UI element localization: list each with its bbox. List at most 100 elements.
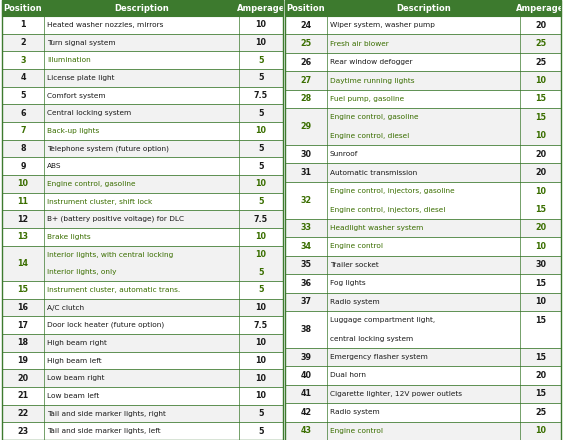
Bar [2, 405, 283, 422]
Text: Brake lights: Brake lights [47, 234, 91, 240]
Text: 43: 43 [301, 426, 311, 435]
Text: 39: 39 [301, 352, 311, 362]
Text: Low beam right: Low beam right [47, 375, 105, 381]
Text: 28: 28 [301, 95, 312, 103]
Text: 5: 5 [258, 109, 263, 117]
Text: 17: 17 [17, 321, 29, 330]
Text: 10: 10 [535, 131, 546, 140]
Text: 26: 26 [301, 58, 311, 66]
Bar [2, 0, 283, 440]
Text: Radio system: Radio system [330, 299, 380, 305]
Text: License plate light: License plate light [47, 75, 114, 81]
Text: 42: 42 [301, 408, 311, 417]
Text: Automatic transmission: Automatic transmission [330, 170, 417, 176]
Text: central locking system: central locking system [330, 336, 413, 341]
Text: 41: 41 [301, 389, 311, 398]
Bar [285, 274, 561, 293]
Text: B+ (battery positive voltage) for DLC: B+ (battery positive voltage) for DLC [47, 216, 184, 222]
Bar [2, 422, 283, 440]
Text: 10: 10 [17, 180, 29, 188]
Text: 15: 15 [535, 95, 546, 103]
Text: 12: 12 [17, 215, 29, 224]
Text: 10: 10 [256, 391, 266, 400]
Text: 36: 36 [301, 279, 311, 288]
Bar [285, 293, 561, 311]
Text: 3: 3 [20, 56, 26, 65]
Text: 5: 5 [258, 268, 263, 277]
Text: Comfort system: Comfort system [47, 92, 106, 99]
Text: 35: 35 [301, 260, 311, 269]
Text: Engine control, gasoline: Engine control, gasoline [47, 181, 136, 187]
Text: Cigarette lighter, 12V power outlets: Cigarette lighter, 12V power outlets [330, 391, 462, 397]
Text: Wiper system, washer pump: Wiper system, washer pump [330, 22, 435, 28]
Text: Engine control, injectors, gasoline: Engine control, injectors, gasoline [330, 188, 455, 194]
Text: 1: 1 [20, 20, 26, 29]
Bar [2, 316, 283, 334]
Bar [285, 71, 561, 90]
Bar [285, 0, 561, 16]
Bar [2, 69, 283, 87]
Text: 29: 29 [301, 122, 311, 131]
Text: 13: 13 [17, 232, 29, 241]
Text: Turn signal system: Turn signal system [47, 40, 115, 45]
Text: Engine control, injectors, diesel: Engine control, injectors, diesel [330, 206, 445, 213]
Text: 25: 25 [535, 58, 546, 66]
Text: A/C clutch: A/C clutch [47, 304, 84, 311]
Bar [285, 145, 561, 164]
Text: Engine control, diesel: Engine control, diesel [330, 133, 409, 139]
Text: 25: 25 [535, 39, 546, 48]
Text: 10: 10 [256, 374, 266, 383]
Text: Tail and side marker lights, right: Tail and side marker lights, right [47, 411, 166, 417]
Text: Daytime running lights: Daytime running lights [330, 77, 414, 84]
Text: Engine control, gasoline: Engine control, gasoline [330, 114, 418, 121]
Text: 10: 10 [256, 356, 266, 365]
Text: 10: 10 [256, 338, 266, 347]
Text: 34: 34 [301, 242, 311, 251]
Text: Interior lights, only: Interior lights, only [47, 269, 117, 275]
Text: 15: 15 [535, 315, 546, 325]
Bar [2, 210, 283, 228]
Text: Engine control: Engine control [330, 428, 383, 434]
Text: Illumination: Illumination [47, 57, 91, 63]
Text: 10: 10 [256, 20, 266, 29]
Text: 18: 18 [17, 338, 29, 347]
Text: 10: 10 [256, 303, 266, 312]
Bar [285, 403, 561, 422]
Bar [285, 219, 561, 237]
Text: 19: 19 [17, 356, 29, 365]
Text: 5: 5 [258, 144, 263, 153]
Bar [2, 16, 283, 34]
Text: 15: 15 [535, 113, 546, 122]
Text: Sunroof: Sunroof [330, 151, 359, 157]
Bar [2, 0, 283, 16]
Text: Description: Description [114, 4, 169, 12]
Text: 15: 15 [535, 389, 546, 398]
Text: 20: 20 [535, 150, 546, 159]
Bar [2, 139, 283, 158]
Bar [2, 281, 283, 299]
Bar [2, 352, 283, 369]
Text: 33: 33 [301, 224, 311, 232]
Text: 5: 5 [258, 56, 263, 65]
Text: 7.5: 7.5 [254, 321, 268, 330]
Bar [285, 0, 561, 440]
Text: 5: 5 [258, 161, 263, 171]
Text: 6: 6 [20, 109, 26, 117]
Text: 15: 15 [17, 285, 29, 294]
Text: 16: 16 [17, 303, 29, 312]
Bar [2, 175, 283, 193]
Text: Position: Position [4, 4, 42, 12]
Text: 8: 8 [20, 144, 26, 153]
Text: 20: 20 [535, 21, 546, 30]
Text: Description: Description [396, 4, 451, 12]
Bar [2, 193, 283, 210]
Text: 5: 5 [258, 73, 263, 82]
Bar [2, 246, 283, 281]
Text: 40: 40 [301, 371, 311, 380]
Text: 15: 15 [535, 352, 546, 362]
Text: 24: 24 [301, 21, 311, 30]
Text: 7.5: 7.5 [254, 91, 268, 100]
Text: ABS: ABS [47, 163, 61, 169]
Text: Tail and side marker lights, left: Tail and side marker lights, left [47, 428, 160, 434]
Text: 10: 10 [256, 38, 266, 47]
